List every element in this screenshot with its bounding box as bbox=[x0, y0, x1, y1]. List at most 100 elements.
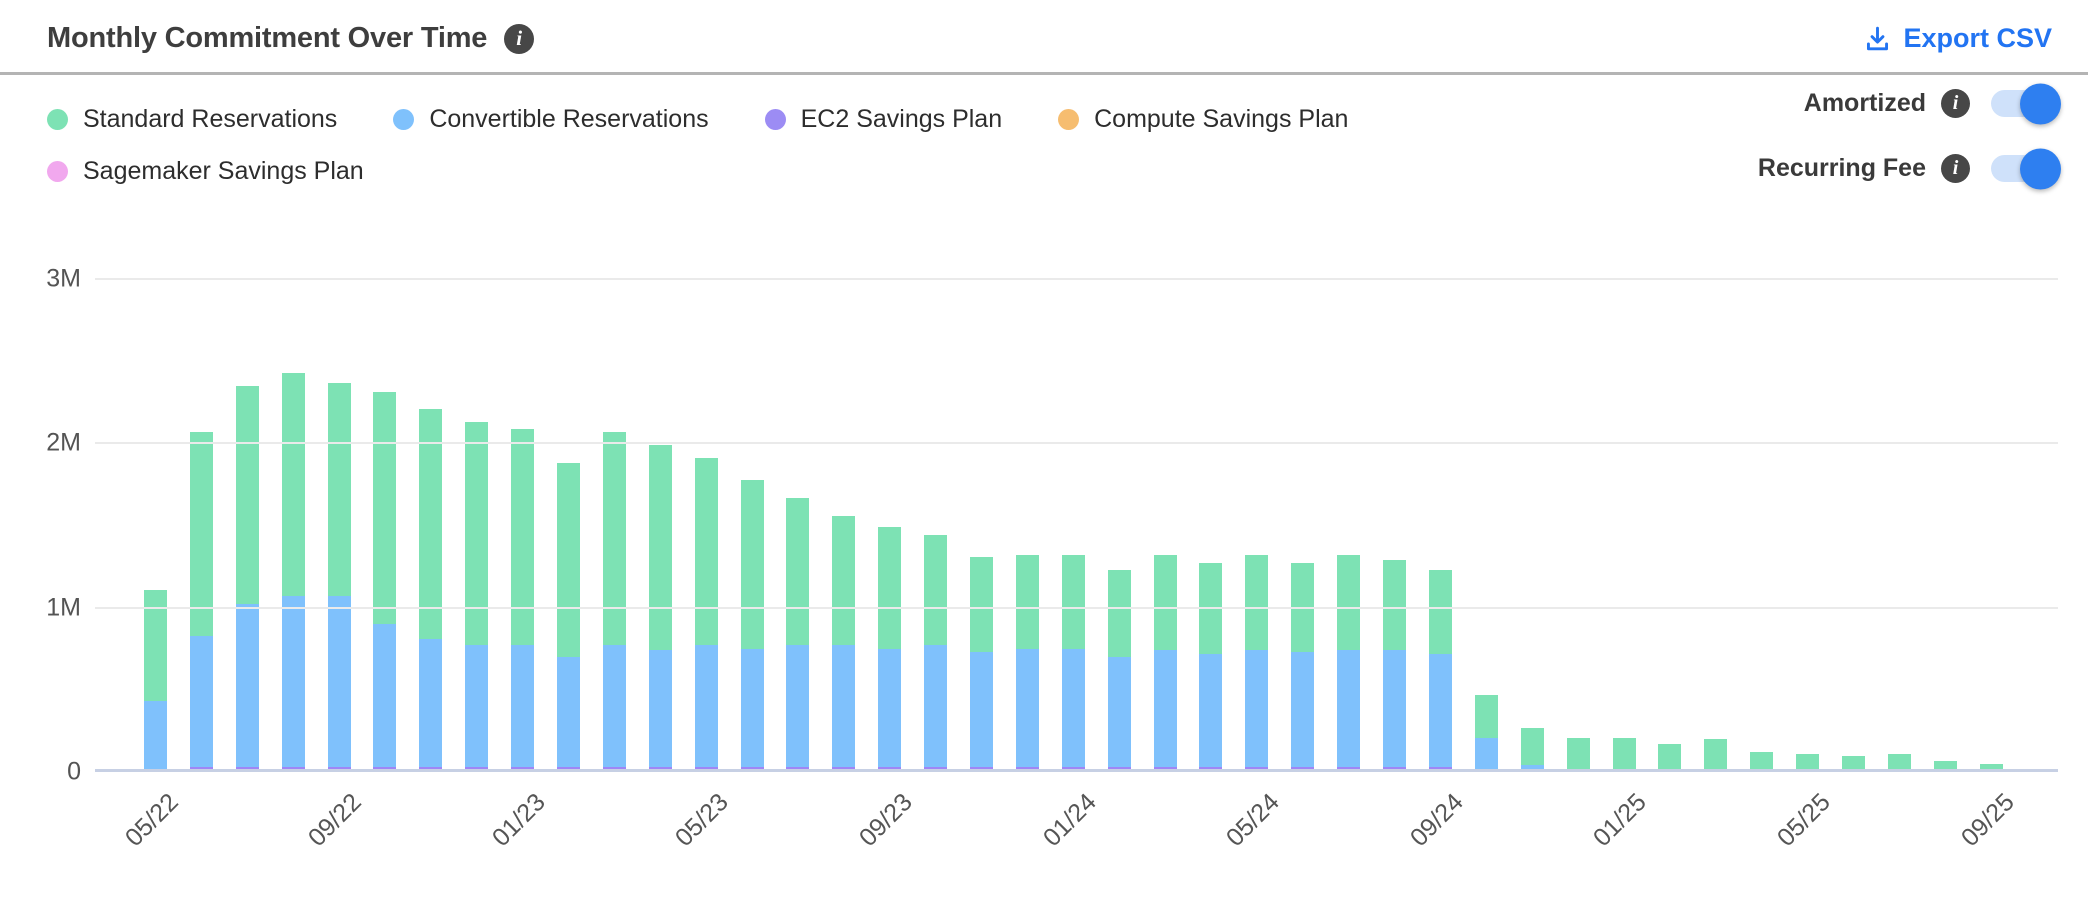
bar-03-24[interactable] bbox=[1153, 555, 1177, 772]
bar-segment-standard-reservations bbox=[1704, 739, 1728, 772]
bar-segment-convertible-reservations bbox=[419, 638, 443, 768]
bar-03-25[interactable] bbox=[1704, 739, 1728, 772]
legend-item-standard-reservations[interactable]: Standard Reservations bbox=[47, 105, 337, 134]
x-axis-tick-label: 05/22 bbox=[119, 788, 184, 853]
bar-09-24[interactable] bbox=[1428, 569, 1452, 772]
bar-05-23[interactable] bbox=[694, 458, 718, 772]
x-axis-tick-label: 09/22 bbox=[302, 788, 367, 853]
info-icon[interactable]: i bbox=[1941, 89, 1970, 118]
bar-04-24[interactable] bbox=[1199, 563, 1223, 772]
bar-07-24[interactable] bbox=[1337, 555, 1361, 772]
bar-02-23[interactable] bbox=[557, 463, 581, 772]
legend-item-convertible-reservations[interactable]: Convertible Reservations bbox=[393, 105, 709, 134]
bar-06-25[interactable] bbox=[1841, 755, 1865, 772]
bar-02-25[interactable] bbox=[1658, 744, 1682, 772]
title-info-icon[interactable]: i bbox=[504, 23, 535, 54]
bar-segment-standard-reservations bbox=[189, 431, 213, 636]
bar-01-24[interactable] bbox=[1061, 555, 1085, 772]
bar-11-22[interactable] bbox=[419, 408, 443, 772]
bar-06-22[interactable] bbox=[189, 431, 213, 772]
bar-segment-standard-reservations bbox=[557, 463, 581, 657]
recurring-fee-toggle[interactable] bbox=[1991, 148, 2061, 189]
info-icon[interactable]: i bbox=[1941, 154, 1970, 183]
bar-segment-standard-reservations bbox=[1061, 555, 1085, 649]
bar-09-25[interactable] bbox=[1979, 763, 2003, 772]
bar-04-23[interactable] bbox=[648, 445, 672, 772]
bar-09-22[interactable] bbox=[327, 382, 351, 772]
gridline bbox=[95, 442, 2058, 445]
bar-05-24[interactable] bbox=[1245, 555, 1269, 772]
amortized-toggle[interactable] bbox=[1991, 83, 2061, 124]
bar-04-25[interactable] bbox=[1750, 752, 1774, 772]
bar-08-22[interactable] bbox=[281, 372, 305, 772]
bar-10-23[interactable] bbox=[924, 535, 948, 772]
bar-segment-convertible-reservations bbox=[602, 645, 626, 768]
y-axis-tick-label: 0 bbox=[67, 757, 81, 786]
bar-01-25[interactable] bbox=[1612, 737, 1636, 772]
legend-label: Standard Reservations bbox=[83, 105, 338, 133]
bar-segment-convertible-reservations bbox=[1245, 650, 1269, 768]
bar-segment-convertible-reservations bbox=[465, 645, 489, 768]
title-wrap: Monthly Commitment Over Time i bbox=[47, 22, 535, 55]
bar-05-25[interactable] bbox=[1796, 753, 1820, 772]
x-axis-tick-label: 09/25 bbox=[1955, 788, 2020, 853]
bar-segment-convertible-reservations bbox=[144, 701, 167, 769]
x-axis-labels: 05/22 09/22 01/23 05/23 09/23 01/24 05/24 09/24… bbox=[95, 772, 2058, 897]
bar-segment-convertible-reservations bbox=[281, 596, 305, 768]
bar-02-24[interactable] bbox=[1107, 569, 1131, 772]
bar-01-23[interactable] bbox=[511, 428, 535, 772]
bar-07-25[interactable] bbox=[1887, 753, 1911, 772]
bar-11-24[interactable] bbox=[1520, 727, 1544, 772]
bar-segment-standard-reservations bbox=[878, 527, 902, 649]
bar-10-24[interactable] bbox=[1474, 694, 1498, 772]
legend-item-compute-savings-plan[interactable]: Compute Savings Plan bbox=[1058, 105, 1348, 134]
bar-segment-convertible-reservations bbox=[1291, 652, 1315, 768]
bar-08-25[interactable] bbox=[1933, 760, 1957, 772]
bar-12-24[interactable] bbox=[1566, 737, 1590, 772]
bar-segment-standard-reservations bbox=[970, 556, 994, 653]
bar-segment-convertible-reservations bbox=[1383, 650, 1407, 768]
bar-segment-convertible-reservations bbox=[189, 635, 213, 768]
bar-08-24[interactable] bbox=[1383, 560, 1407, 772]
export-csv-button[interactable]: Export CSV bbox=[1863, 23, 2052, 54]
legend-dot-icon bbox=[393, 109, 415, 130]
bar-07-22[interactable] bbox=[235, 385, 259, 772]
bar-segment-standard-reservations bbox=[1015, 555, 1039, 649]
legend-dot-icon bbox=[1058, 109, 1080, 130]
bar-05-22[interactable] bbox=[144, 589, 167, 772]
bar-segment-standard-reservations bbox=[1153, 555, 1177, 651]
bar-segment-convertible-reservations bbox=[1520, 765, 1544, 772]
legend: Standard Reservations Convertible Reserva… bbox=[47, 105, 1507, 186]
bar-segment-standard-reservations bbox=[1612, 737, 1636, 772]
bar-12-23[interactable] bbox=[1015, 555, 1039, 772]
x-axis-tick-label: 01/25 bbox=[1588, 788, 1653, 853]
bar-08-23[interactable] bbox=[832, 515, 856, 772]
bar-11-23[interactable] bbox=[970, 556, 994, 772]
legend-label: EC2 Savings Plan bbox=[800, 105, 1003, 133]
bar-segment-standard-reservations bbox=[1428, 569, 1452, 654]
bar-segment-standard-reservations bbox=[602, 431, 626, 646]
bar-07-23[interactable] bbox=[786, 497, 810, 772]
bar-06-23[interactable] bbox=[740, 479, 764, 772]
bar-segment-standard-reservations bbox=[740, 479, 764, 649]
toggle-row-recurring-fee: Recurring Fee i bbox=[1758, 148, 2061, 189]
x-axis-tick-label: 01/24 bbox=[1037, 788, 1102, 853]
legend-label: Compute Savings Plan bbox=[1094, 105, 1349, 133]
bar-12-22[interactable] bbox=[465, 422, 489, 772]
x-axis-tick-label: 05/25 bbox=[1771, 788, 1836, 853]
x-axis-tick-label: 09/24 bbox=[1404, 788, 1469, 853]
y-axis-tick-label: 3M bbox=[46, 264, 81, 293]
bar-10-22[interactable] bbox=[373, 392, 397, 772]
gridline bbox=[95, 606, 2058, 609]
bar-segment-convertible-reservations bbox=[1474, 737, 1498, 771]
bar-03-23[interactable] bbox=[602, 431, 626, 772]
bar-segment-convertible-reservations bbox=[373, 624, 397, 768]
legend-item-ec2-savings-plan[interactable]: EC2 Savings Plan bbox=[764, 105, 1003, 134]
bar-06-24[interactable] bbox=[1291, 563, 1315, 772]
export-csv-label: Export CSV bbox=[1903, 23, 2052, 53]
bar-segment-convertible-reservations bbox=[1061, 648, 1085, 768]
bar-09-23[interactable] bbox=[878, 527, 902, 772]
bar-segment-standard-reservations bbox=[511, 428, 535, 646]
legend-item-sagemaker-savings-plan[interactable]: Sagemaker Savings Plan bbox=[47, 157, 364, 186]
